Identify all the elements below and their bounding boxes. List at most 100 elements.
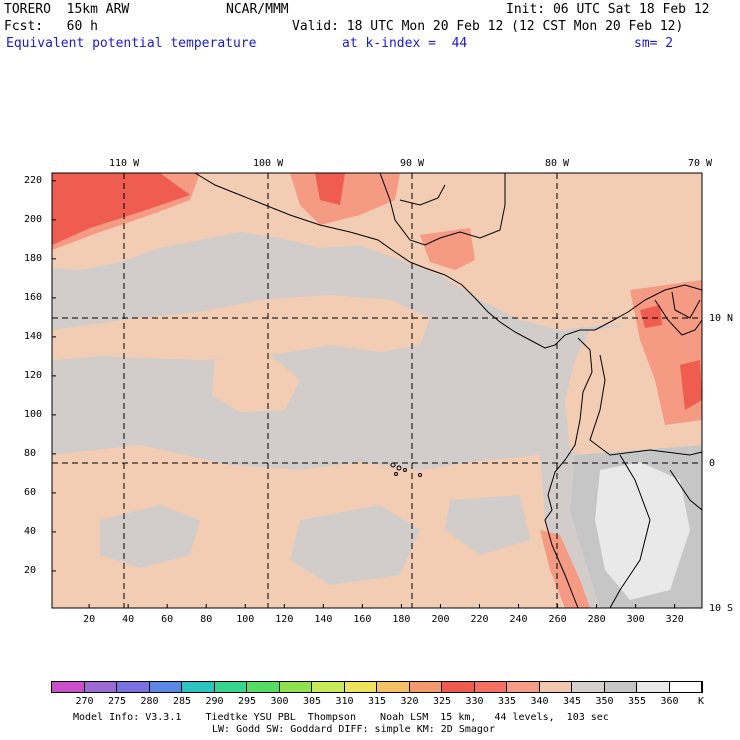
colorbar-swatch: [604, 682, 637, 692]
field-very-hot-gulf: [315, 173, 345, 205]
colorbar-label: 325: [432, 696, 452, 707]
colorbar-label: 330: [465, 696, 484, 707]
init-time-label: Init: 06 UTC Sat 18 Feb 12: [506, 2, 710, 17]
physics-info-line: LW: Godd SW: Goddard DIFF: simple KM: 2D…: [212, 724, 495, 735]
lon-label-80w: 80 W: [545, 158, 570, 169]
colorbar-swatch: [442, 682, 475, 692]
colorbar-label: 355: [627, 696, 647, 707]
valid-time-label: Valid: 18 UTC Mon 20 Feb 12 (12 CST Mon …: [292, 19, 684, 34]
colorbar-label: K: [697, 696, 705, 707]
field-hot-central-america: [420, 228, 475, 270]
y-tick-label: 80: [24, 447, 37, 459]
y-tick-label: 140: [24, 330, 43, 342]
colorbar-swatch: [84, 682, 117, 692]
lon-label-90w: 90 W: [400, 158, 425, 169]
colorbar-label: 345: [562, 696, 582, 707]
colorbar-swatch: [377, 682, 410, 692]
colorbar-swatch: [474, 682, 507, 692]
field-hot-peru-coast: [540, 530, 590, 608]
lon-label-110w: 110 W: [109, 158, 140, 169]
forecast-hour-label: Fcst: 60 h: [4, 19, 98, 34]
field-grey-patch-3: [60, 285, 130, 318]
field-warm-band-mid: [52, 295, 430, 360]
colorbar-swatch: [279, 682, 312, 692]
graticule: [52, 173, 702, 608]
x-tick-label: 120: [275, 614, 294, 625]
x-tick-label: 180: [392, 614, 411, 625]
x-tick-label: 300: [626, 614, 645, 625]
colorbar-label: 285: [172, 696, 192, 707]
y-tick-label: 20: [24, 564, 37, 576]
field-very-hot-northwest: [52, 173, 190, 245]
colorbar-swatch: [539, 682, 572, 692]
field-grey-patch-2: [320, 258, 400, 292]
colorbar-swatch: [637, 682, 670, 692]
colorbar-label: 310: [335, 696, 354, 707]
field-cold-amazon: [595, 462, 690, 600]
x-tick-label: 140: [314, 614, 333, 625]
colorbar-label: 300: [270, 696, 289, 707]
colorbar-label: 275: [107, 696, 127, 707]
x-tick-label: 160: [353, 614, 372, 625]
lat-label-0: 0: [709, 458, 716, 469]
axis-ticks: [52, 180, 676, 608]
x-tick-label: 100: [236, 614, 255, 625]
colorbar-label: 315: [367, 696, 387, 707]
x-tick-label: 260: [548, 614, 567, 625]
x-tick-label: 220: [470, 614, 489, 625]
colorbar-label: 350: [595, 696, 614, 707]
colorbar-swatch: [117, 682, 150, 692]
colorbar-swatch: [507, 682, 540, 692]
lat-label-10n: 10 N: [709, 313, 734, 324]
x-tick-label: 40: [122, 614, 135, 625]
institution-label: NCAR/MMM: [226, 2, 289, 17]
lon-label-100w: 100 W: [253, 158, 284, 169]
level-label: at k-index = 44: [342, 36, 468, 51]
lat-label-10s: 10 S: [709, 603, 734, 614]
colorbar-label: 290: [205, 696, 224, 707]
y-tick-label: 160: [24, 291, 43, 303]
colorbar-swatch: [182, 682, 215, 692]
lon-label-70w: 70 W: [688, 158, 713, 169]
x-tick-label: 240: [509, 614, 528, 625]
x-tick-label: 20: [83, 614, 96, 625]
colorbar-swatch: [572, 682, 605, 692]
plot-frame: [51, 172, 703, 609]
colorbar-label: 320: [400, 696, 419, 707]
colorbar-label: 305: [302, 696, 322, 707]
colorbar-swatch: [52, 682, 85, 692]
model-run-label: TORERO 15km ARW: [4, 2, 130, 17]
theta-e-field: [52, 173, 702, 608]
colorbar-label: 280: [140, 696, 159, 707]
x-tick-label: 60: [161, 614, 174, 625]
x-tick-label: 80: [200, 614, 213, 625]
colorbar-swatch: [669, 682, 702, 692]
field-warm-band-central: [212, 355, 300, 412]
y-tick-label: 120: [24, 369, 43, 381]
colorbar-label: 340: [530, 696, 549, 707]
colorbar-label: 335: [497, 696, 517, 707]
smoothing-label: sm= 2: [634, 36, 674, 51]
colorbar-swatch: [344, 682, 377, 692]
x-tick-label: 200: [431, 614, 450, 625]
field-warm-north: [52, 173, 702, 330]
field-very-hot-coast: [640, 305, 662, 328]
y-tick-label: 100: [24, 408, 43, 420]
field-grey-patch-1: [160, 250, 300, 290]
y-tick-label: 60: [24, 486, 37, 498]
field-grey-patch-6: [445, 495, 530, 555]
colorbar: [51, 681, 703, 693]
colorbar-swatch: [409, 682, 442, 692]
y-tick-label: 200: [24, 213, 43, 225]
colorbar-swatch: [247, 682, 280, 692]
y-tick-label: 40: [24, 525, 37, 537]
field-grey-patch-5: [290, 505, 420, 585]
colorbar-swatch: [149, 682, 182, 692]
colorbar-label: 360: [660, 696, 679, 707]
coastlines: [194, 172, 703, 609]
x-tick-label: 320: [665, 614, 684, 625]
y-tick-label: 180: [24, 252, 43, 264]
model-info-line: Model Info: V3.3.1 Tiedtke YSU PBL Thomp…: [73, 712, 609, 723]
field-title: Equivalent potential temperature: [6, 36, 257, 51]
